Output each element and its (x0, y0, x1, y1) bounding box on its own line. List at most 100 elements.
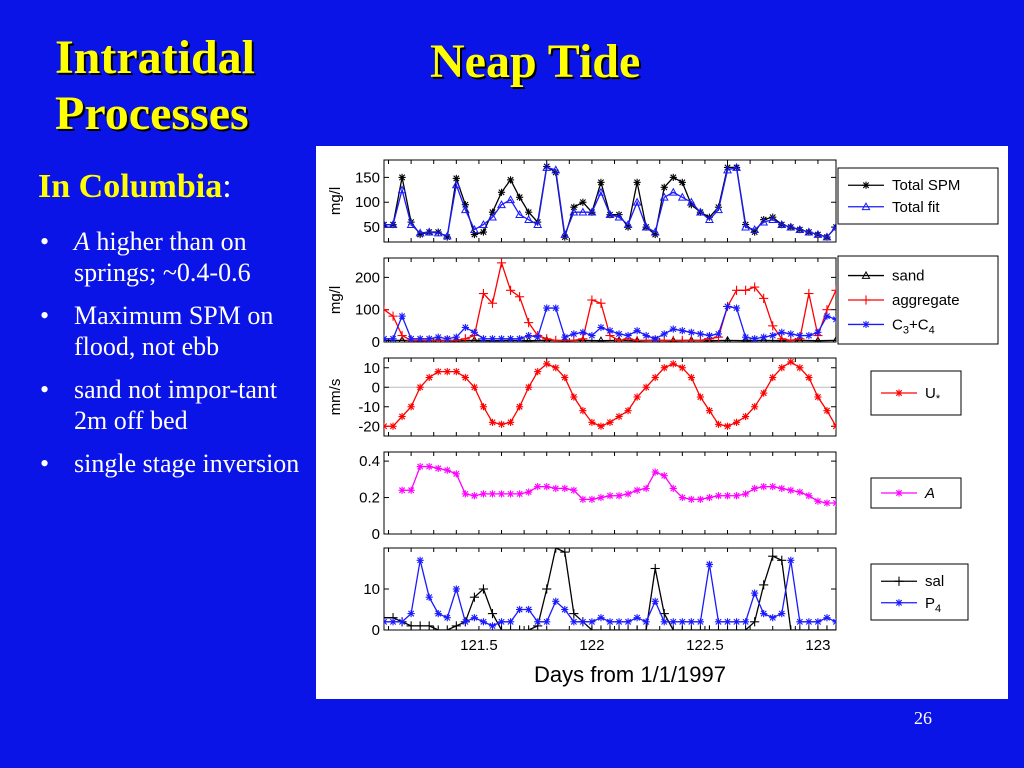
data-point-star (462, 324, 469, 331)
data-point-star (384, 221, 388, 226)
data-point-star (769, 332, 776, 339)
data-point-star (597, 494, 605, 501)
data-point-triangle (677, 192, 687, 201)
data-point-star (670, 360, 677, 367)
legend-box (837, 167, 999, 225)
data-point-star (534, 368, 541, 375)
x-tick-label: 122.5 (686, 637, 724, 654)
data-point-star (832, 499, 836, 504)
data-point-star (398, 313, 406, 320)
data-point-star (588, 332, 596, 339)
data-point-star (552, 364, 559, 371)
series-c3-c4 (384, 302, 836, 342)
data-point-star (498, 490, 505, 498)
data-point-star (624, 490, 632, 498)
data-point-star (480, 228, 487, 236)
data-point-star (823, 313, 831, 320)
legend-label: sand (892, 268, 925, 285)
data-point-star (525, 384, 532, 391)
data-point-star (832, 618, 836, 623)
data-point-star (895, 489, 903, 497)
data-point-star (615, 413, 623, 420)
series-line (384, 548, 836, 630)
data-point-star (778, 364, 785, 371)
data-point-triangle (384, 219, 389, 228)
data-point-triangle (424, 227, 434, 236)
data-point-star (453, 585, 460, 593)
data-point-star (543, 304, 550, 312)
data-point-star (462, 374, 469, 381)
data-point-star (606, 618, 614, 625)
data-point-triangle (542, 162, 552, 171)
data-point-star (525, 606, 532, 613)
y-tick-label: 0.2 (359, 490, 380, 507)
data-point-star (823, 407, 831, 414)
data-point-star (543, 163, 550, 170)
series-sal (384, 548, 836, 630)
data-point-star (805, 374, 812, 381)
y-axis-label: mg/l (327, 286, 344, 314)
data-point-triangle (814, 336, 822, 342)
data-point-triangle (686, 197, 696, 206)
data-point-star (760, 610, 767, 617)
data-point-triangle (861, 270, 871, 279)
data-point-star (814, 329, 822, 336)
data-point-star (384, 223, 388, 228)
data-point-star (615, 492, 623, 499)
data-point-star (679, 179, 686, 186)
data-point-star (661, 364, 668, 371)
data-point-star (543, 483, 550, 490)
data-point-star (570, 393, 577, 401)
data-point-star (661, 184, 668, 191)
data-point-star (832, 502, 836, 507)
data-point-star (615, 330, 623, 338)
data-point-triangle (614, 212, 624, 221)
data-point-star (895, 389, 903, 397)
data-point-triangle (596, 187, 606, 196)
data-point-star (389, 618, 397, 625)
data-point-star (814, 498, 822, 505)
data-point-star (760, 390, 767, 397)
legend-label: C3+C4 (892, 316, 935, 336)
data-point-star (697, 330, 704, 338)
data-point-star (796, 488, 803, 496)
data-point-star (624, 618, 632, 625)
data-point-star (462, 490, 469, 498)
panel-frame (383, 257, 837, 343)
legend-subscript: 4 (929, 324, 935, 336)
data-point-triangle (831, 222, 836, 231)
subheading-colon: : (222, 168, 232, 205)
data-point-star (805, 492, 812, 499)
data-point-star (652, 598, 659, 605)
legend-label: sal (925, 573, 944, 590)
bullet-list: • A higher than on springs; ~0.4-0.6 • Max… (40, 226, 315, 491)
data-point-triangle (695, 207, 705, 216)
data-point-star (570, 487, 577, 494)
data-point-star (471, 329, 478, 336)
x-tick-label: 123 (805, 637, 830, 654)
data-point-star (426, 594, 433, 601)
legend-label: Total SPM (892, 177, 960, 194)
data-point-triangle (813, 229, 823, 238)
data-point-star (733, 419, 740, 426)
data-point-triangle (579, 335, 587, 342)
y-tick-label: 0 (372, 379, 380, 396)
bullet-dot: • (40, 301, 50, 330)
data-point-star (597, 324, 605, 331)
data-point-triangle (478, 219, 488, 228)
bullet-italic: A (74, 227, 90, 256)
data-point-star (742, 334, 749, 341)
panel-frame (383, 451, 837, 535)
data-point-star (561, 606, 568, 613)
data-point-star (507, 490, 514, 498)
data-point-star (507, 618, 514, 625)
data-point-star (489, 622, 496, 629)
data-point-star (435, 465, 442, 472)
slide-title-right: Neap Tide (430, 35, 641, 88)
data-point-star (389, 335, 397, 342)
data-point-star (634, 179, 641, 186)
data-point-star (787, 330, 794, 338)
data-point-star (435, 334, 442, 341)
data-point-star (670, 325, 677, 333)
data-point-triangle (605, 210, 615, 219)
